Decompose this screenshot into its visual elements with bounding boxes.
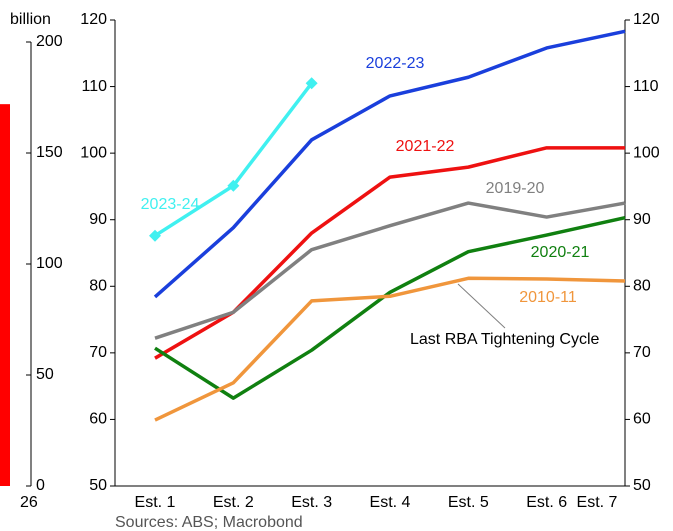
line	[154, 201, 626, 340]
y-tick-label: 110	[81, 78, 107, 95]
y2-tick-label: 80	[633, 278, 651, 295]
y-tick-label: 70	[89, 344, 107, 361]
line	[153, 29, 626, 299]
line	[154, 216, 626, 400]
y2-tick-label: 60	[633, 411, 651, 428]
series-label: 2010-11	[519, 289, 577, 306]
annotation: Last RBA Tightening Cycle	[410, 331, 600, 348]
marker	[149, 229, 161, 242]
series-label: 2019-20	[486, 180, 545, 197]
y-tick-label: 120	[80, 11, 107, 28]
y-tick-label: 200	[36, 33, 63, 50]
y-tick-label: 100	[36, 255, 63, 272]
y-tick-label: 150	[36, 144, 63, 161]
x-tick-label: Est. 5	[448, 494, 489, 511]
source: Sources: ABS; Macrobond	[115, 514, 303, 531]
series-label: 2023-24	[141, 196, 200, 213]
annotation-leader	[457, 283, 506, 329]
y-tick-label: 90	[89, 211, 107, 228]
y2-tick-label: 50	[633, 477, 651, 494]
x-tick-label: Est. 4	[370, 494, 411, 511]
y-tick-label: 50	[89, 477, 107, 494]
y2-tick-label: 90	[633, 211, 651, 228]
y2-tick-label: 110	[633, 78, 659, 95]
x-tick-label: Est. 1	[135, 494, 176, 511]
y-tick-label: 50	[36, 366, 54, 383]
y2-tick-label: 70	[633, 344, 651, 361]
y2-tick-label: 120	[633, 11, 660, 28]
bar	[0, 104, 10, 486]
x-tick-label: Est. 6	[526, 494, 567, 511]
y-tick-label: 60	[89, 411, 107, 428]
series-label: 2022-23	[366, 55, 425, 72]
y-tick-label: 100	[80, 144, 107, 161]
line	[154, 276, 626, 422]
x-tick-label: Est. 7	[577, 494, 618, 511]
y-tick-label: 0	[36, 477, 45, 494]
series-label: 2020-21	[531, 244, 590, 261]
marker	[227, 179, 240, 192]
x-tick-label: Est. 3	[291, 494, 332, 511]
marker	[305, 77, 318, 90]
x-tick-label: Est. 2	[213, 494, 254, 511]
y2-tick-label: 100	[633, 144, 660, 161]
x-tick-label: 26	[20, 494, 38, 511]
y-tick-label: 80	[89, 278, 107, 295]
axis-label: billion	[10, 11, 51, 28]
series-label: 2021-22	[396, 138, 455, 155]
